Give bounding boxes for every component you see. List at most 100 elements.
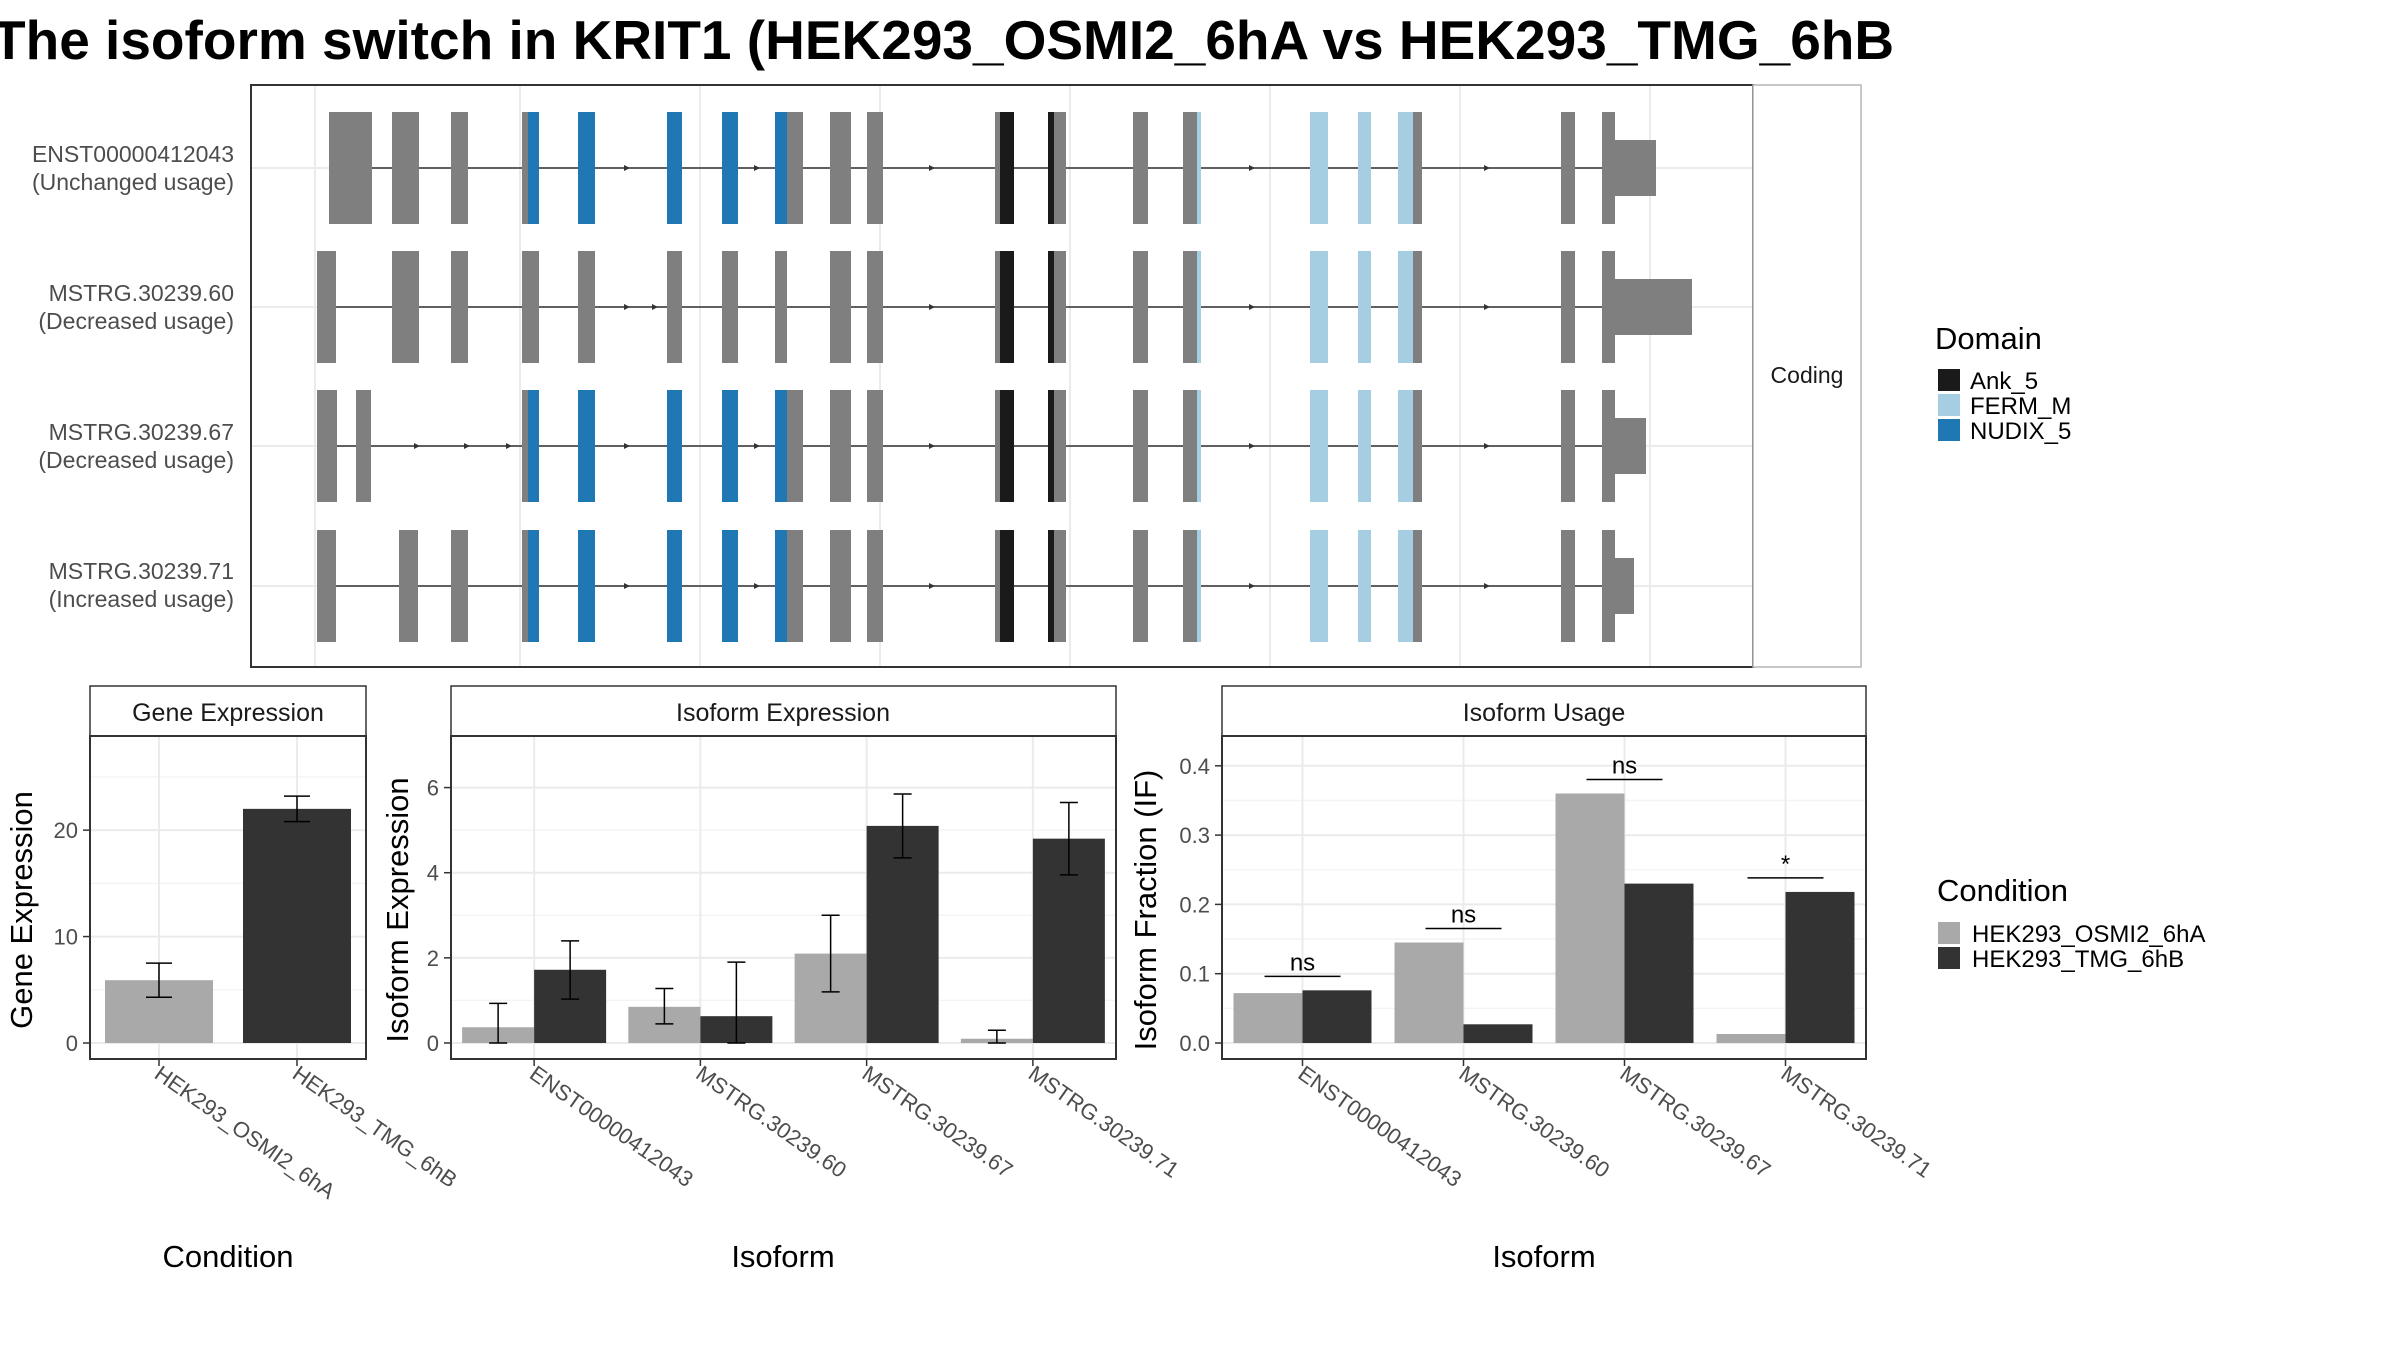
coding-strip xyxy=(1752,84,1862,668)
exon xyxy=(867,530,883,642)
exon xyxy=(1561,251,1575,363)
legend-label-condition-b: HEK293_TMG_6hB xyxy=(1972,946,2184,973)
exon xyxy=(451,530,468,642)
intron-arrow xyxy=(1484,304,1490,310)
legend-swatch-nudix xyxy=(1938,419,1960,441)
y-tick-label: 0.2 xyxy=(1179,892,1210,917)
exon xyxy=(1133,112,1148,224)
intron-arrow xyxy=(929,165,935,171)
significance-label: ns xyxy=(1451,902,1476,929)
exon xyxy=(1197,530,1201,642)
exon xyxy=(578,390,595,502)
y-tick-label: 0.3 xyxy=(1179,823,1210,848)
coding-strip-label: Coding xyxy=(1771,362,1844,388)
legend-label-nudix: NUDIX_5 xyxy=(1970,418,2071,445)
exon xyxy=(995,530,1000,642)
intron-arrow xyxy=(1484,583,1490,589)
exon xyxy=(522,390,528,502)
structure-panel: Coding ENST00000412043 (Unchanged usage)… xyxy=(32,84,1862,668)
exon xyxy=(528,530,539,642)
exon xyxy=(1602,390,1615,502)
x-tick-label: ENST00000412043 xyxy=(525,1061,698,1192)
legend-swatch-condition-a xyxy=(1938,922,1960,944)
isoform-label-id: MSTRG.30239.71 xyxy=(49,558,234,584)
exon xyxy=(995,251,1000,363)
exon xyxy=(1133,530,1148,642)
y-tick-label: 0.4 xyxy=(1179,754,1210,779)
page-title: The isoform switch in KRIT1 (HEK293_OSMI… xyxy=(0,9,1895,71)
exon xyxy=(522,530,528,642)
exon xyxy=(451,112,468,224)
exon xyxy=(775,112,787,224)
exon xyxy=(775,530,787,642)
exon xyxy=(522,112,528,224)
isoform-usage-x-label: Isoform xyxy=(1492,1239,1595,1274)
plot-border xyxy=(1221,735,1867,1060)
exon xyxy=(1048,530,1054,642)
legend-label-ank: Ank_5 xyxy=(1970,368,2038,395)
intron-arrow xyxy=(624,304,630,310)
y-tick-label: 6 xyxy=(427,776,439,801)
exon xyxy=(1000,390,1014,502)
intron-arrow xyxy=(1484,165,1490,171)
utr-block xyxy=(1615,140,1656,196)
x-tick-label: ENST00000412043 xyxy=(1294,1061,1467,1192)
bar xyxy=(1233,993,1303,1043)
exon xyxy=(1183,530,1197,642)
legend-swatch-ferm xyxy=(1938,394,1960,416)
condition-legend: Condition HEK293_OSMI2_6hA HEK293_TMG_6h… xyxy=(1937,873,2205,973)
significance-label: ns xyxy=(1612,753,1637,780)
isoform-expression-panel: Isoform Expression 0246ENST00000412043MS… xyxy=(380,685,1184,1274)
exon xyxy=(1413,390,1422,502)
exon xyxy=(830,251,845,363)
intron-arrow xyxy=(414,443,420,449)
exon xyxy=(1310,530,1328,642)
intron-arrow xyxy=(929,583,935,589)
exon xyxy=(1358,251,1371,363)
legend-swatch-ank xyxy=(1938,369,1960,391)
y-tick-label: 10 xyxy=(54,925,78,950)
bar xyxy=(1394,942,1464,1043)
exon xyxy=(356,390,371,502)
exon xyxy=(775,390,787,502)
gene-expression-y-label: Gene Expression xyxy=(4,791,39,1029)
exon xyxy=(722,390,738,502)
exon xyxy=(722,112,738,224)
gene-expression-strip-title: Gene Expression xyxy=(132,699,324,727)
structure-tracks xyxy=(317,112,1692,642)
y-tick-label: 0.0 xyxy=(1179,1031,1210,1056)
exon xyxy=(1413,112,1422,224)
bar xyxy=(1302,990,1372,1043)
exon xyxy=(1000,530,1014,642)
exon xyxy=(1183,251,1197,363)
exon xyxy=(867,390,883,502)
exon xyxy=(1358,530,1371,642)
isoform-usage-panel: Isoform Usage ns ns ns * 0.0 0.1 0.2 0.3 0.4 ENST… xyxy=(1128,685,1936,1274)
utr-block xyxy=(1615,279,1692,335)
exon xyxy=(667,390,682,502)
exon xyxy=(1197,251,1201,363)
isoform-expression-y-label: Isoform Expression xyxy=(380,777,415,1042)
exon xyxy=(775,251,787,363)
x-tick-label: MSTRG.30239.67 xyxy=(1616,1061,1776,1183)
exon xyxy=(787,112,803,224)
isoform-label-usage: (Decreased usage) xyxy=(38,308,234,334)
exon xyxy=(787,530,803,642)
isoform-usage-strip-title: Isoform Usage xyxy=(1463,699,1626,727)
exon xyxy=(830,112,851,224)
exon xyxy=(1602,530,1615,642)
exon xyxy=(830,390,851,502)
intron-arrow xyxy=(929,304,935,310)
gene-expression-x-label: Condition xyxy=(163,1239,294,1274)
exon xyxy=(995,390,1000,502)
exon xyxy=(1048,112,1054,224)
exon xyxy=(1183,390,1197,502)
y-tick-label: 4 xyxy=(427,861,439,886)
exon xyxy=(1183,112,1197,224)
exon xyxy=(1054,530,1066,642)
exon xyxy=(522,251,539,363)
intron-arrow xyxy=(464,443,470,449)
intron-arrow xyxy=(1249,583,1255,589)
